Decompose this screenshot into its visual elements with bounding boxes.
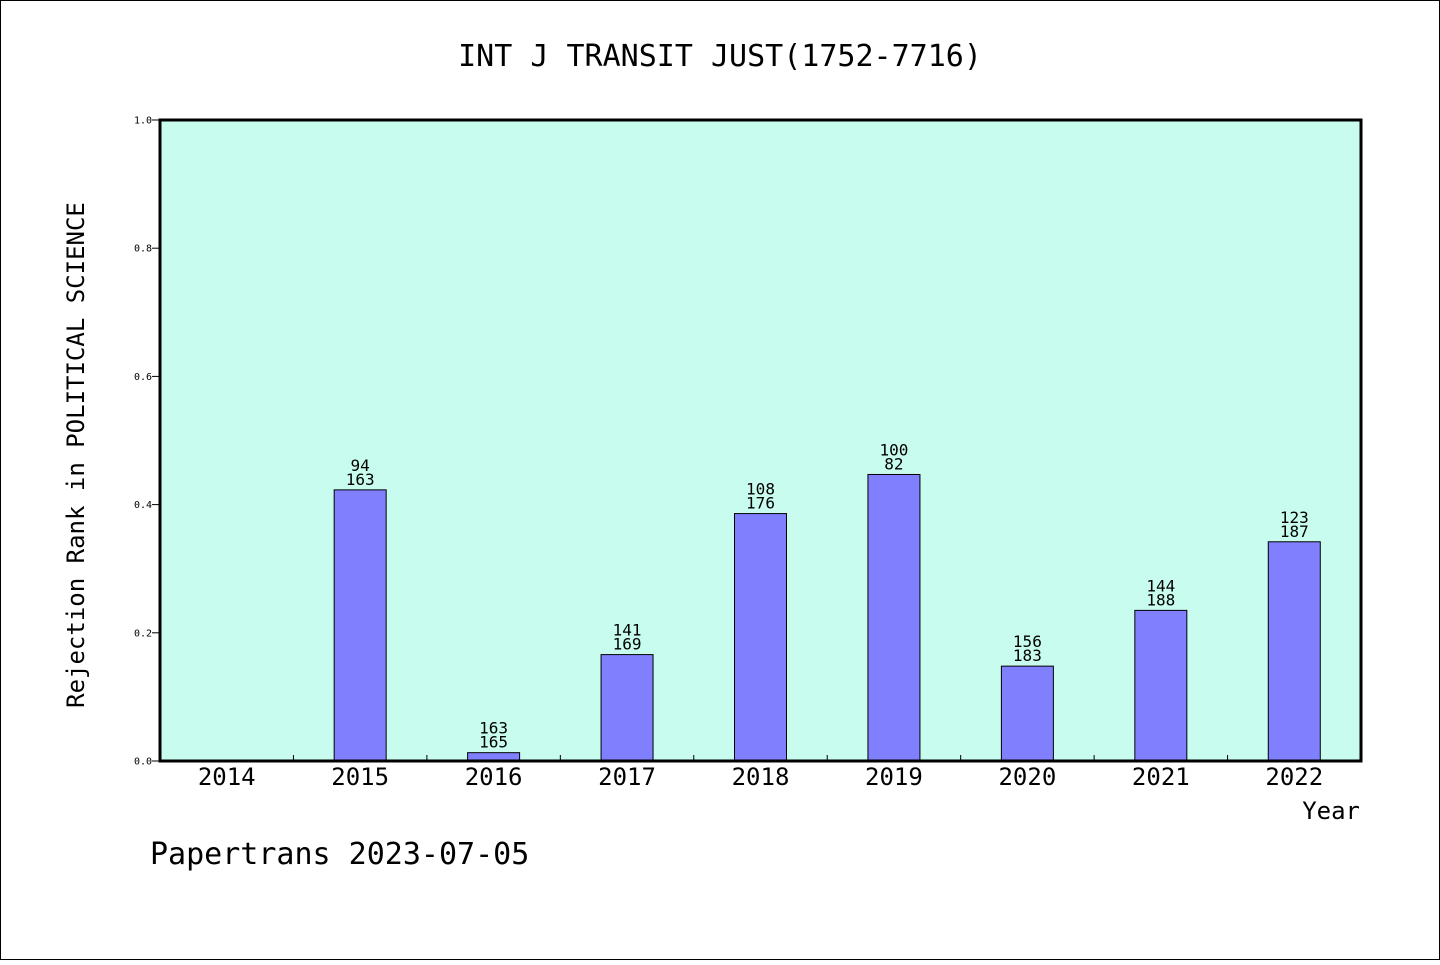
- bar-label-top: 144: [1146, 576, 1175, 595]
- bar-2020: [1000, 665, 1054, 762]
- y-tick-label: 0.4: [134, 500, 152, 511]
- bar-label-top: 100: [879, 440, 908, 459]
- bar-value-labels: 9416316316514116910817610082156183144188…: [346, 440, 1309, 751]
- x-tick-label: 2021: [1132, 763, 1190, 791]
- y-tick-labels: 0.0 0.2 0.4 0.6 0.8 1.0: [134, 116, 152, 768]
- x-tick-label: 2019: [865, 763, 923, 791]
- x-tick-label: 2020: [998, 763, 1056, 791]
- bar-2022: [1267, 541, 1321, 762]
- y-tick-label: 0.6: [134, 372, 152, 383]
- x-tick-label: 2014: [198, 763, 256, 791]
- bar-label-top: 156: [1013, 632, 1042, 651]
- y-tick-label: 0.8: [134, 244, 152, 255]
- bar-label-top: 163: [479, 719, 508, 738]
- bar-label-bottom: 188: [1146, 590, 1175, 609]
- x-tick-label: 2015: [331, 763, 389, 791]
- bar-2018: [734, 513, 787, 762]
- bar-2015: [333, 489, 387, 762]
- y-tick-label: 0.0: [134, 757, 152, 768]
- bar-label-top: 108: [746, 480, 775, 499]
- bar-label-bottom: 82: [884, 454, 903, 473]
- bar-label-top: 141: [613, 621, 642, 640]
- plot-frame: [158, 118, 1363, 763]
- y-tick-label: 0.2: [134, 628, 152, 639]
- bar-label-bottom: 183: [1013, 646, 1042, 665]
- x-tick-label: 2018: [732, 763, 790, 791]
- y-tick-label: 1.0: [134, 116, 152, 127]
- x-axis-label: Year: [1302, 797, 1360, 825]
- x-tick-label: 2016: [465, 763, 523, 791]
- bar-label-bottom: 169: [613, 635, 642, 654]
- bar-label-top: 94: [351, 456, 370, 475]
- bars: [333, 473, 1321, 762]
- bar-label-bottom: 165: [479, 733, 508, 752]
- chart-title: INT J TRANSIT JUST(1752-7716): [458, 39, 982, 74]
- x-tick-label: 2022: [1265, 763, 1323, 791]
- bar-2019: [867, 473, 921, 762]
- bar-label-bottom: 163: [346, 470, 375, 489]
- bar-label-bottom: 176: [746, 494, 775, 513]
- footer-text: Papertrans 2023-07-05: [150, 837, 529, 872]
- bar-2017: [600, 654, 654, 762]
- x-tick-label: 2017: [598, 763, 656, 791]
- x-tick-labels: 2014 2015 2016 2017 2018 2019 2020 2021 2022: [198, 763, 1323, 791]
- y-axis-label: Rejection Rank in POLITICAL SCIENCE: [62, 202, 90, 708]
- bar-2021: [1134, 609, 1188, 762]
- bar-label-bottom: 187: [1280, 522, 1309, 541]
- bar-label-top: 123: [1280, 508, 1309, 527]
